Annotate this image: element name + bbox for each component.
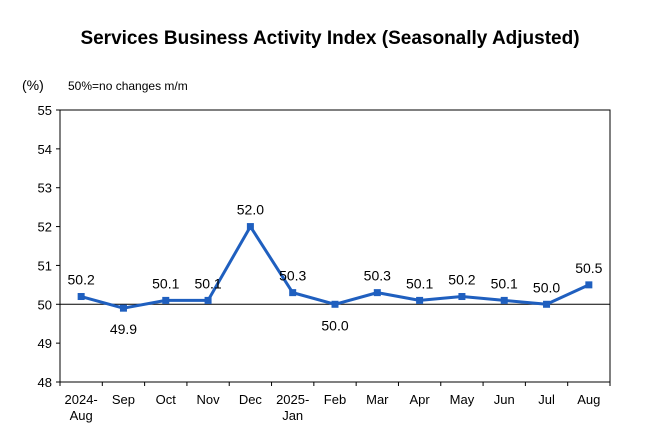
y-tick-label: 54: [38, 142, 52, 157]
x-tick-label: Feb: [324, 392, 346, 407]
data-point: [543, 300, 551, 308]
y-tick-label: 50: [38, 297, 52, 312]
data-point: [204, 296, 212, 304]
chart-title: Services Business Activity Index (Season…: [80, 28, 580, 49]
data-point: [162, 296, 170, 304]
data-label: 50.0: [533, 279, 560, 295]
x-tick-label: Apr: [409, 392, 430, 407]
data-label: 50.3: [279, 268, 306, 284]
data-label: 50.1: [491, 275, 518, 291]
data-label: 50.2: [448, 272, 475, 288]
y-tick-label: 53: [38, 181, 52, 196]
plot-frame: [59, 109, 611, 383]
x-tick-label: Oct: [156, 392, 177, 407]
data-point: [458, 293, 466, 301]
y-tick-label: 48: [38, 375, 52, 390]
data-point: [373, 289, 381, 297]
data-label: 50.5: [575, 260, 602, 276]
data-point: [331, 300, 339, 308]
data-label: 50.0: [321, 317, 348, 333]
x-tick-label: May: [450, 392, 475, 407]
x-tick-label: Aug: [577, 392, 600, 407]
y-unit-label: (%): [22, 77, 44, 93]
data-label: 50.1: [194, 275, 221, 291]
series-line: [80, 225, 590, 310]
y-tick-label: 51: [38, 258, 52, 273]
data-label: 50.1: [406, 275, 433, 291]
x-tick-label: 2025-Jan: [276, 392, 309, 423]
x-tick-label: Dec: [239, 392, 263, 407]
data-label: 52.0: [237, 202, 264, 218]
data-label: 50.3: [364, 268, 391, 284]
data-point: [500, 296, 508, 304]
data-point: [119, 304, 127, 312]
x-tick-label: Sep: [112, 392, 135, 407]
x-tick-label: 2024-Aug: [65, 392, 98, 423]
y-tick-label: 55: [38, 103, 52, 118]
data-point: [416, 296, 424, 304]
data-point: [289, 289, 297, 297]
data-label: 50.2: [68, 272, 95, 288]
y-tick-label: 52: [38, 220, 52, 235]
data-label: 50.1: [152, 275, 179, 291]
note-label: 50%=no changes m/m: [68, 79, 188, 93]
x-tick-label: Jun: [494, 392, 515, 407]
x-tick-label: Jul: [538, 392, 555, 407]
data-point: [246, 223, 254, 231]
x-tick-label: Mar: [366, 392, 389, 407]
data-point: [77, 293, 85, 301]
y-tick-label: 49: [38, 336, 52, 351]
data-label: 49.9: [110, 321, 137, 337]
x-tick-label: Nov: [197, 392, 221, 407]
data-point: [585, 281, 593, 289]
